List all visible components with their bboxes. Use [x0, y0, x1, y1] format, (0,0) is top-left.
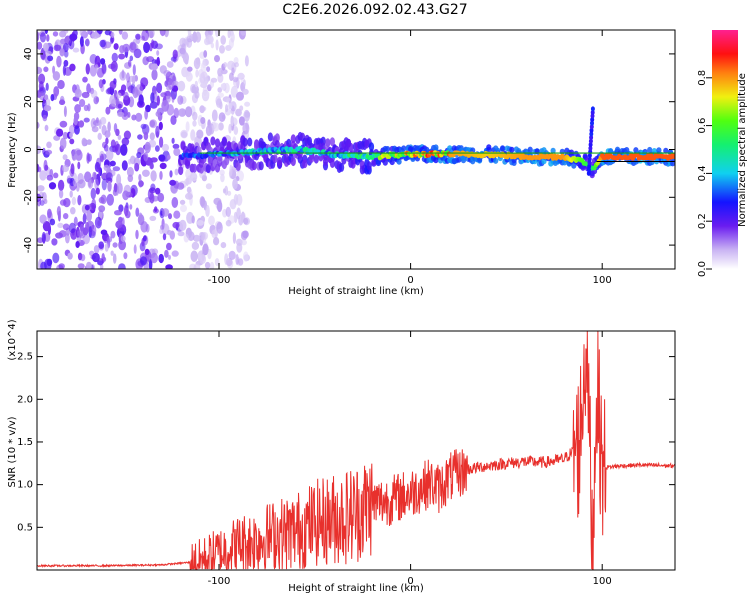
colorbar-ticks: 0.0 0.2 0.4 0.6 0.8 — [697, 70, 712, 277]
y-tick-label: 1.0 — [17, 480, 33, 491]
snr-x-label: Height of straight line (km) — [288, 583, 424, 594]
y-tick-label: 2.0 — [17, 394, 33, 405]
x-tick-label: -100 — [208, 275, 231, 286]
snr-y-label: SNR (10 * v/v) — [7, 416, 18, 487]
snr-scale-label: (x10^4) — [7, 319, 18, 360]
chart-title: C2E6.2026.092.02.43.G27 — [282, 2, 468, 18]
y-tick-label: 0.5 — [17, 522, 33, 533]
colorbar-tick-label: 0.8 — [697, 70, 708, 86]
colorbar — [712, 30, 738, 269]
y-tick-label: 20 — [23, 95, 34, 108]
colorbar-tick-label: 0.6 — [697, 118, 708, 134]
y-tick-label: 2.5 — [17, 352, 33, 363]
snr-line — [37, 331, 675, 570]
y-tick-label: 40 — [23, 48, 34, 61]
spectrogram-cells — [37, 30, 675, 269]
colorbar-tick-label: 0.4 — [697, 165, 708, 181]
x-tick-label: 0 — [407, 275, 413, 286]
spectrogram-ticks: -100 0 100 -40 -20 0 20 40 — [23, 30, 675, 286]
x-tick-label: 0 — [407, 576, 413, 587]
colorbar-tick-label: 0.2 — [697, 213, 708, 229]
colorbar-label: Normalized spectral amplitude — [737, 73, 748, 227]
y-tick-label: -20 — [23, 189, 34, 205]
y-tick-label: 1.5 — [17, 437, 33, 448]
x-tick-label: 100 — [593, 576, 612, 587]
spectrogram-x-label: Height of straight line (km) — [288, 286, 424, 297]
y-tick-label: -40 — [23, 237, 34, 253]
snr-frame — [36, 330, 676, 571]
x-tick-label: 100 — [593, 275, 612, 286]
x-tick-label: -100 — [208, 576, 231, 587]
snr-ticks: -100 0 100 0.5 1.0 1.5 2.0 2.5 — [17, 331, 675, 587]
y-tick-label: 0 — [23, 146, 34, 152]
colorbar-tick-label: 0.0 — [697, 261, 708, 277]
snr-series — [37, 331, 675, 570]
spectrogram-y-label: Frequency (Hz) — [7, 112, 18, 188]
